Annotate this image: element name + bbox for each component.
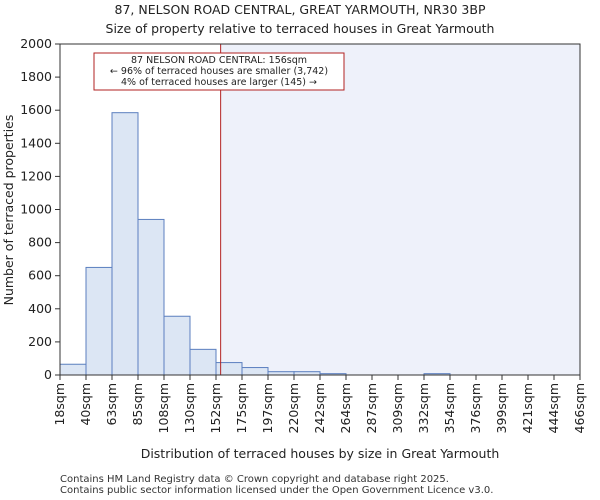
- x-tick-label: 108sqm: [156, 383, 171, 433]
- bar-63sqm: [111, 112, 139, 376]
- bar-40sqm: [85, 266, 113, 376]
- bar-175sqm: [241, 367, 269, 376]
- y-tick-label: 0: [44, 367, 52, 382]
- x-axis: 18sqm 40sqm 63sqm 85sqm 108sqm 130sqm 152sqm 17…: [52, 375, 587, 433]
- chart: 87, NELSON ROAD CENTRAL, GREAT YARMOUTH,…: [1, 2, 587, 461]
- x-tick-label: 399sqm: [494, 383, 509, 433]
- y-tick-label: 1200: [20, 168, 52, 183]
- x-tick-label: 287sqm: [364, 383, 379, 433]
- y-axis-label: Number of terraced properties: [1, 115, 16, 306]
- x-tick-label: 332sqm: [416, 383, 431, 433]
- x-tick-label: 264sqm: [338, 383, 353, 433]
- bar-108sqm: [163, 315, 191, 376]
- chart-title: 87, NELSON ROAD CENTRAL, GREAT YARMOUTH,…: [115, 2, 486, 17]
- y-tick-label: 1400: [20, 135, 52, 150]
- annotation-line-2: ← 96% of terraced houses are smaller (3,…: [110, 66, 328, 77]
- x-tick-label: 466sqm: [572, 383, 587, 433]
- x-tick-label: 130sqm: [182, 383, 197, 433]
- x-tick-label: 220sqm: [286, 383, 301, 433]
- x-tick-label: 197sqm: [260, 383, 275, 433]
- x-axis-label: Distribution of terraced houses by size …: [141, 446, 500, 461]
- y-tick-label: 1600: [20, 102, 52, 117]
- y-tick-label: 600: [28, 268, 52, 283]
- annotation-box: 87 NELSON ROAD CENTRAL: 156sqm ← 96% of …: [93, 52, 345, 91]
- footer-line-2: Contains public sector information licen…: [60, 485, 494, 496]
- x-tick-label: 63sqm: [104, 383, 119, 426]
- y-tick-label: 1000: [20, 202, 52, 217]
- y-tick-label: 1800: [20, 69, 52, 84]
- y-axis: 0 200 400 600 800 1000 1200 1400 1600 1800 2000: [20, 36, 60, 382]
- bar-130sqm: [189, 348, 217, 376]
- y-tick-label: 800: [28, 235, 52, 250]
- bar-85sqm: [137, 218, 165, 376]
- footer-line-1: Contains HM Land Registry data © Crown c…: [60, 474, 449, 485]
- x-tick-label: 444sqm: [546, 383, 561, 433]
- x-tick-label: 376sqm: [468, 383, 483, 433]
- x-tick-label: 421sqm: [520, 383, 535, 433]
- y-tick-label: 2000: [20, 36, 52, 51]
- highlight-region: [220, 44, 580, 375]
- x-tick-label: 18sqm: [52, 383, 67, 426]
- x-tick-label: 175sqm: [234, 383, 249, 433]
- x-tick-label: 354sqm: [442, 383, 457, 433]
- bar-152sqm: [215, 362, 243, 376]
- x-tick-label: 85sqm: [130, 383, 145, 426]
- bar-18sqm: [59, 363, 87, 376]
- y-tick-label: 400: [28, 301, 52, 316]
- x-tick-label: 40sqm: [78, 383, 93, 426]
- y-tick-label: 200: [28, 334, 52, 349]
- annotation-line-3: 4% of terraced houses are larger (145) →: [121, 77, 317, 88]
- annotation-line-1: 87 NELSON ROAD CENTRAL: 156sqm: [131, 55, 307, 66]
- bars: [59, 112, 451, 376]
- x-tick-label: 152sqm: [208, 383, 223, 433]
- chart-subtitle: Size of property relative to terraced ho…: [106, 21, 495, 36]
- x-tick-label: 309sqm: [390, 383, 405, 433]
- x-tick-label: 242sqm: [312, 383, 327, 433]
